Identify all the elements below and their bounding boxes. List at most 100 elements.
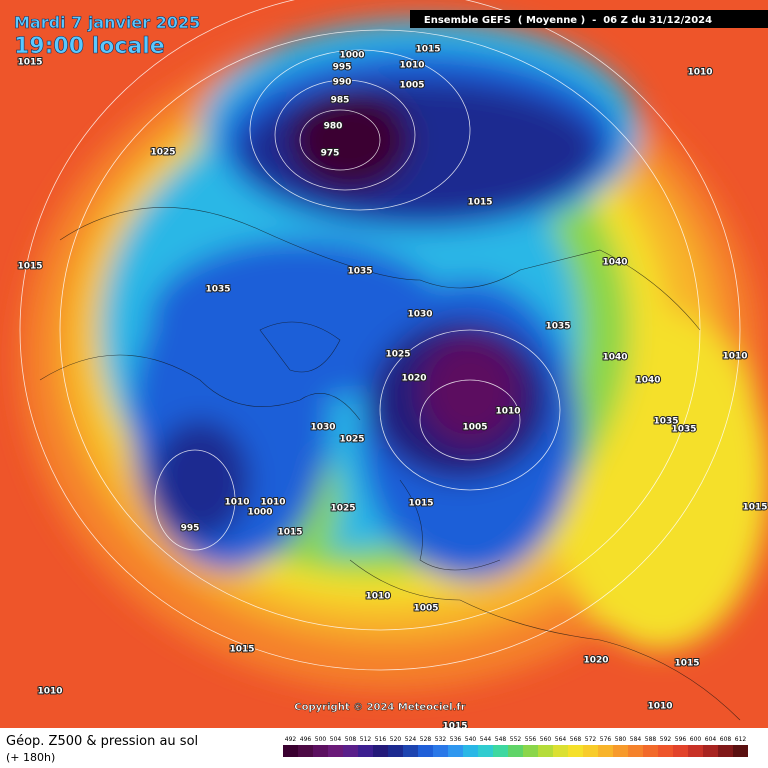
isobar-label: 1025 [339, 435, 364, 445]
colorbar-label: 508 [345, 736, 357, 743]
colorbar-swatch [643, 745, 658, 757]
colorbar-label: 592 [660, 736, 672, 743]
run-box [410, 10, 768, 28]
colorbar-swatch [283, 745, 298, 757]
colorbar-label: 540 [465, 736, 477, 743]
colorbar-label: 552 [510, 736, 522, 743]
colorbar: 492 496 500 504 508 512 516 520 524 528 532 536 540 5… [283, 736, 748, 757]
isobar-label: 1015 [277, 528, 302, 538]
colorbar-label: 596 [675, 736, 687, 743]
isobar-label: 1025 [330, 504, 355, 514]
isobar-label: 1035 [653, 417, 678, 427]
isobar-label: 1010 [224, 498, 249, 508]
colorbar-swatch [433, 745, 448, 757]
colorbar-label: 576 [600, 736, 612, 743]
colorbar-label: 556 [525, 736, 537, 743]
isobar-label: 1020 [583, 656, 608, 666]
colorbar-label: 548 [495, 736, 507, 743]
isobar-label: 1010 [399, 61, 424, 71]
colorbar-swatch [688, 745, 703, 757]
isobar-label: 1035 [545, 322, 570, 332]
colorbar-label: 516 [375, 736, 387, 743]
isobar-label: 1015 [17, 58, 42, 68]
isobar-label: 1010 [495, 407, 520, 417]
isobar-label: 1000 [247, 508, 272, 518]
isobar-label: 1015 [229, 645, 254, 655]
isobar-label: 1015 [467, 198, 492, 208]
colorbar-label: 572 [585, 736, 597, 743]
colorbar-label: 560 [540, 736, 552, 743]
isobar-label: 1015 [742, 503, 767, 513]
colorbar-label: 568 [570, 736, 582, 743]
isobar-label: 1000 [339, 51, 364, 61]
colorbar-label: 532 [435, 736, 447, 743]
isobar-label: 1005 [413, 604, 438, 614]
map [0, 0, 768, 728]
isobar-label: 1005 [462, 423, 487, 433]
colorbar-label: 604 [705, 736, 717, 743]
colorbar-label: 504 [330, 736, 342, 743]
colorbar-swatch [598, 745, 613, 757]
colorbar-swatch [553, 745, 568, 757]
colorbar-label: 580 [615, 736, 627, 743]
colorbar-label: 500 [315, 736, 327, 743]
coastlines [39, 206, 741, 721]
colorbar-swatch [703, 745, 718, 757]
isobar-label: 1040 [602, 353, 627, 363]
colorbar-label: 600 [690, 736, 702, 743]
colorbar-label: 492 [285, 736, 297, 743]
colorbar-swatch [298, 745, 313, 757]
local-time: 19:00 locale [14, 34, 165, 59]
colorbar-swatch [493, 745, 508, 757]
colorbar-swatch [613, 745, 628, 757]
colorbar-swatch [538, 745, 553, 757]
isobar-label: 975 [321, 149, 340, 159]
isobar-label: 1040 [635, 376, 660, 386]
run-info: Ensemble GEFS ( Moyenne ) - 06 Z du 31/1… [424, 15, 712, 26]
colorbar-label: 612 [735, 736, 747, 743]
colorbar-swatch [373, 745, 388, 757]
isobar-label: 1015 [415, 45, 440, 55]
colorbar-swatch [358, 745, 373, 757]
isobar-label: 985 [331, 96, 350, 106]
footer-lead: (+ 180h) [6, 751, 55, 764]
colorbar-label: 564 [555, 736, 567, 743]
colorbar-swatch [328, 745, 343, 757]
date: Mardi 7 janvier 2025 [14, 13, 200, 32]
isobar-label: 1010 [687, 68, 712, 78]
colorbar-label: 520 [390, 736, 402, 743]
colorbar-swatch [628, 745, 643, 757]
colorbar-swatch [388, 745, 403, 757]
isobar-label: 990 [333, 78, 352, 88]
colorbar-label: 496 [300, 736, 312, 743]
colorbar-swatch [673, 745, 688, 757]
colorbar-swatch [463, 745, 478, 757]
isobar-label: 1030 [310, 423, 335, 433]
colorbar-swatch [448, 745, 463, 757]
isobar-label: 1040 [602, 258, 627, 268]
colorbar-swatch [658, 745, 673, 757]
isobar-label: 1010 [365, 592, 390, 602]
colorbar-label: 524 [405, 736, 417, 743]
colorbar-swatch [568, 745, 583, 757]
colorbar-label: 584 [630, 736, 642, 743]
colorbar-label: 536 [450, 736, 462, 743]
colorbar-label: 608 [720, 736, 732, 743]
colorbar-label: 512 [360, 736, 372, 743]
colorbar-swatch [733, 745, 748, 757]
isobar-label: 980 [324, 122, 343, 132]
colorbar-swatch [718, 745, 733, 757]
colorbar-swatch [418, 745, 433, 757]
isobar-label: 1035 [347, 267, 372, 277]
isobar-labels: 1015100099599098598097510151010100510101… [16, 44, 768, 733]
colorbar-swatch [403, 745, 418, 757]
isobar-label: 1015 [17, 262, 42, 272]
isobar-label: 1020 [401, 374, 426, 384]
isobar-label: 995 [181, 524, 200, 534]
isobar-label: 1030 [407, 310, 432, 320]
footer-title: Géop. Z500 & pression au sol [6, 734, 198, 749]
isobar-label: 1010 [37, 687, 62, 697]
colorbar-label: 544 [480, 736, 492, 743]
colorbar-swatch [478, 745, 493, 757]
